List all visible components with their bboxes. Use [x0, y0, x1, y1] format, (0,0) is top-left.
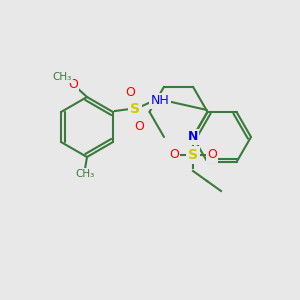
Text: S: S [188, 148, 198, 162]
Text: O: O [68, 77, 78, 91]
Text: O: O [169, 148, 179, 161]
Text: N: N [188, 130, 198, 143]
Text: NH: NH [151, 94, 169, 107]
Text: O: O [125, 85, 135, 98]
Text: CH₃: CH₃ [75, 169, 94, 179]
Text: S: S [130, 102, 140, 116]
Text: O: O [207, 148, 217, 161]
Text: O: O [134, 119, 144, 133]
Text: CH₃: CH₃ [52, 72, 72, 82]
